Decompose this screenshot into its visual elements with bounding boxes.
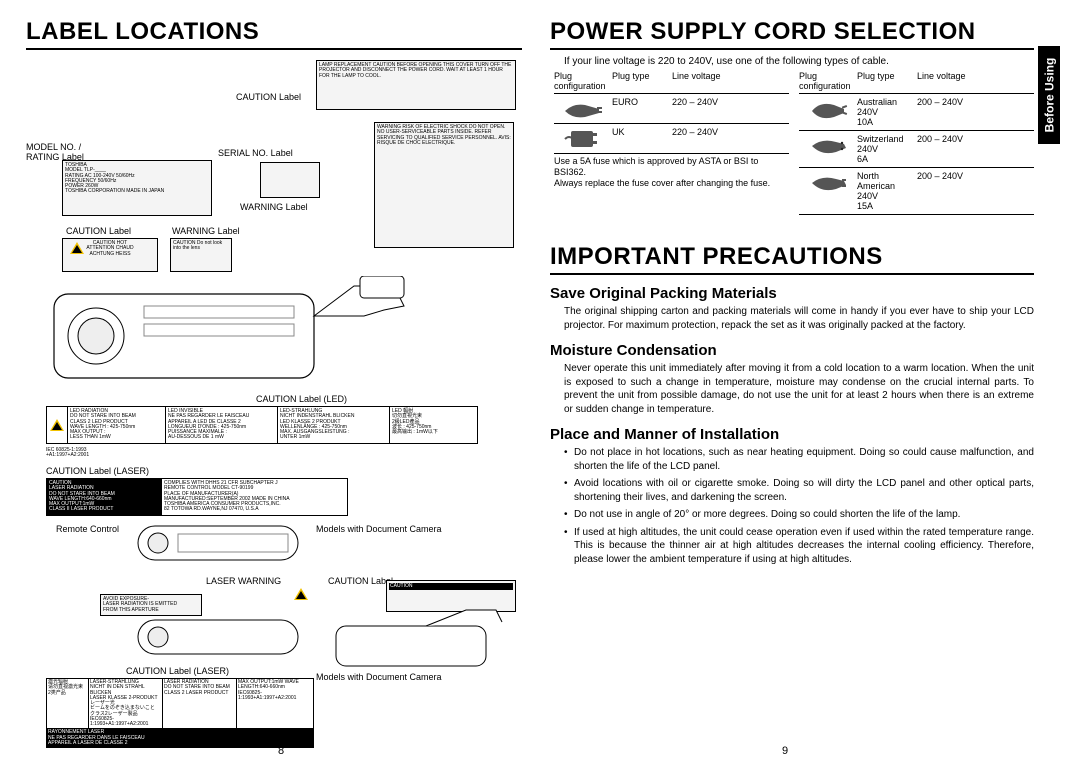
caution-label-bottom: CAUTION Label	[328, 576, 393, 586]
plug-row: Australian 240V 10A 200 – 240V	[799, 94, 1034, 131]
avoid-exposure-box: AVOID EXPOSURE- LASER RADIATION IS EMITT…	[100, 594, 202, 616]
power-supply-title: POWER SUPPLY CORD SELECTION	[550, 18, 1034, 50]
warning-box: WARNING RISK OF ELECTRIC SHOCK DO NOT OP…	[374, 122, 514, 248]
remote-control-label: Remote Control	[56, 524, 119, 534]
sub3-bullets: Do not place in hot locations, such as n…	[550, 446, 1034, 566]
warning-triangle-icon	[70, 242, 84, 256]
plug-row: EURO 220 – 240V	[554, 94, 789, 124]
models-doc-cam-1: Models with Document Camera	[316, 524, 442, 534]
sub-moisture: Moisture Condensation	[550, 342, 1060, 359]
plug-icon-euro	[563, 97, 603, 119]
power-intro: If your line voltage is 220 to 240V, use…	[564, 56, 1060, 67]
laser-caution-strip: CAUTION LASER RADIATION DO NOT STARE INT…	[46, 478, 348, 516]
sub-save-packing: Save Original Packing Materials	[550, 285, 1060, 302]
model-box: TOSHIBA MODEL TLP-____ RATING AC 100-240…	[62, 160, 212, 216]
projector-illustration	[44, 276, 424, 396]
plug-row: North American 240V 15A 200 – 240V	[799, 168, 1034, 215]
side-tab: Before Using	[1038, 46, 1060, 144]
laser-multi-strip: 激光辐射 请勿直视激光束 2类产品 LASER-STRAHLUNG NICHT …	[46, 678, 314, 748]
precautions-title: IMPORTANT PRECAUTIONS	[550, 243, 1034, 275]
bullet-item: Do not place in hot locations, such as n…	[564, 446, 1034, 473]
lamp-caution-box: LAMP REPLACEMENT CAUTION BEFORE OPENING …	[316, 60, 516, 110]
page-number-right: 9	[782, 745, 788, 757]
caution-laser-1: CAUTION Label (LASER)	[46, 466, 149, 476]
serial-box	[260, 162, 320, 198]
plug-row: UK 220 – 240V	[554, 124, 789, 154]
plug-row: Switzerland 240V 6A 200 – 240V	[799, 131, 1034, 168]
plug-col-left: Plugconfiguration Plug type Line voltage…	[554, 71, 789, 215]
remote-illustration-2	[134, 614, 304, 666]
plug-table: Plugconfiguration Plug type Line voltage…	[550, 71, 1034, 215]
caution-led-label: CAUTION Label (LED)	[256, 394, 347, 404]
caution-mid-left: CAUTION Label	[66, 226, 131, 236]
left-page: LABEL LOCATIONS LAMP REPLACEMENT CAUTION…	[26, 18, 536, 741]
iec-text: IEC 60825-1:1993 +A1:1997+A2:2001	[46, 448, 89, 459]
bullet-item: If used at high altitudes, the unit coul…	[564, 526, 1034, 567]
sub1-text: The original shipping carton and packing…	[550, 305, 1034, 332]
plug-icon-au	[808, 97, 848, 119]
sub-placement: Place and Manner of Installation	[550, 426, 1060, 443]
plug-icon-ch	[808, 134, 848, 156]
plug-note: Use a 5A fuse which is approved by ASTA …	[554, 154, 789, 188]
warning-label-mid: WARNING Label	[240, 202, 308, 212]
plug-icon-na	[808, 171, 848, 193]
page-number-left: 8	[278, 745, 284, 757]
sub2-text: Never operate this unit immediately afte…	[550, 362, 1034, 416]
model-rating-label: MODEL NO. / RATING Label	[26, 142, 102, 162]
label-locations-title: LABEL LOCATIONS	[26, 18, 522, 50]
laser-warning-label: LASER WARNING	[206, 576, 281, 586]
plug-col-right: Plugconfiguration Plug type Line voltage…	[799, 71, 1034, 215]
led-caution-strip: LED RADIATION DO NOT STARE INTO BEAM CLA…	[46, 406, 478, 444]
bullet-item: Avoid locations with oil or cigarette sm…	[564, 477, 1034, 504]
diagram-area: LAMP REPLACEMENT CAUTION BEFORE OPENING …	[26, 56, 522, 716]
doc-camera-illustration	[326, 608, 516, 672]
caution-label-top: CAUTION Label	[236, 92, 301, 102]
models-doc-cam-2: Models with Document Camera	[316, 672, 442, 682]
remote-illustration-1	[134, 518, 304, 574]
serial-no-label: SERIAL NO. Label	[218, 148, 293, 158]
warning-mid-right: WARNING Label	[172, 226, 240, 236]
right-page: POWER SUPPLY CORD SELECTION If your line…	[536, 18, 1060, 741]
caution-laser-2: CAUTION Label (LASER)	[126, 666, 229, 676]
plug-icon-uk	[563, 127, 603, 149]
caution-fan-box: CAUTION Do not look into the lens	[170, 238, 232, 272]
bullet-item: Do not use in angle of 20° or more degre…	[564, 508, 1034, 522]
laser-triangle-icon	[294, 588, 308, 602]
